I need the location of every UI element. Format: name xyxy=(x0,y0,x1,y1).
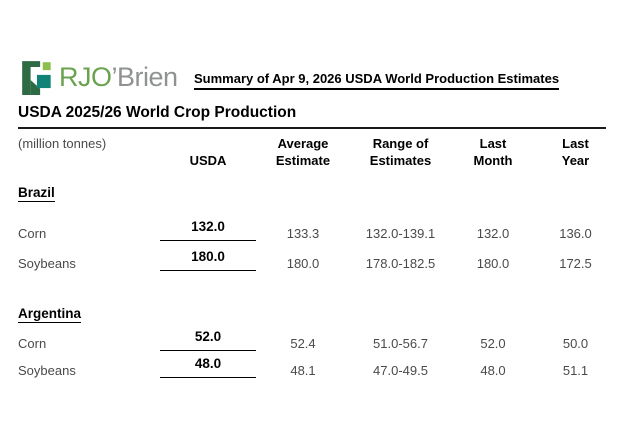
range-of-estimates-value: 51.0-56.7 xyxy=(373,336,428,351)
rjobrien-logo-icon xyxy=(22,61,51,95)
usda-value-cell: 52.0 xyxy=(158,329,258,351)
usda-value-cell: 132.0 xyxy=(158,219,258,241)
usda-value: 52.0 xyxy=(160,329,256,351)
table-row-argentina-soybeans: Soybeans 48.0 48.1 47.0-49.5 48.0 51.1 xyxy=(18,356,636,378)
average-estimate-value: 48.1 xyxy=(290,363,316,378)
logo-text-green: RJO xyxy=(59,62,112,92)
average-estimate-value: 52.4 xyxy=(290,336,316,351)
report-header: RJO’Brien Summary of Apr 9, 2026 USDA Wo… xyxy=(0,0,636,96)
table-header-row: (million tonnes) USDA Average Estimate R… xyxy=(18,135,636,169)
average-estimate-value: 180.0 xyxy=(286,256,320,271)
last-month-value: 180.0 xyxy=(476,256,510,271)
section-name: Brazil xyxy=(18,185,55,202)
last-year-value: 136.0 xyxy=(559,226,592,241)
last-month-value: 48.0 xyxy=(480,363,506,378)
row-label: Soybeans xyxy=(18,256,76,271)
last-month-value: 132.0 xyxy=(476,226,510,241)
row-label: Corn xyxy=(18,226,47,241)
table-row-brazil-soybeans: Soybeans 180.0 180.0 178.0-182.5 180.0 1… xyxy=(18,249,636,271)
section-title: USDA 2025/26 World Crop Production xyxy=(18,104,297,121)
section-header-argentina: Argentina xyxy=(18,306,636,323)
range-of-estimates-value: 132.0-139.1 xyxy=(365,226,436,241)
column-header-last-year: Last Year xyxy=(561,136,590,168)
usda-value-cell: 48.0 xyxy=(158,356,258,378)
unit-note: (million tonnes) xyxy=(18,136,107,151)
usda-value: 48.0 xyxy=(160,356,256,378)
table-row-argentina-corn: Corn 52.0 52.4 51.0-56.7 52.0 50.0 xyxy=(18,329,636,351)
row-label: Corn xyxy=(18,336,47,351)
column-header-usda: USDA xyxy=(189,153,227,168)
average-estimate-value: 133.3 xyxy=(286,226,320,241)
range-of-estimates-value: 47.0-49.5 xyxy=(373,363,428,378)
rjobrien-logo: RJO’Brien xyxy=(20,58,178,96)
column-header-last-month: Last Month xyxy=(473,136,513,168)
row-label: Soybeans xyxy=(18,363,76,378)
usda-value: 180.0 xyxy=(160,249,256,271)
section-header-brazil: Brazil xyxy=(18,185,636,202)
page-title: Summary of Apr 9, 2026 USDA World Produc… xyxy=(194,71,560,90)
range-of-estimates-value: 178.0-182.5 xyxy=(365,256,436,271)
last-year-value: 51.1 xyxy=(562,363,589,378)
last-year-value: 172.5 xyxy=(559,256,592,271)
column-header-range-of-estimates: Range of Estimates xyxy=(369,136,432,168)
divider-rule xyxy=(18,127,606,129)
usda-value: 132.0 xyxy=(160,219,256,241)
table-row-brazil-corn: Corn 132.0 133.3 132.0-139.1 132.0 136.0 xyxy=(18,219,636,241)
section-name: Argentina xyxy=(18,306,82,323)
last-month-value: 52.0 xyxy=(480,336,506,351)
rjobrien-logo-text: RJO’Brien xyxy=(59,62,178,92)
last-year-value: 50.0 xyxy=(562,336,589,351)
usda-value-cell: 180.0 xyxy=(158,249,258,271)
logo-text-gray: ’Brien xyxy=(111,62,179,92)
column-header-average-estimate: Average Estimate xyxy=(275,136,331,168)
column-header-units: (million tonnes) xyxy=(18,135,158,169)
